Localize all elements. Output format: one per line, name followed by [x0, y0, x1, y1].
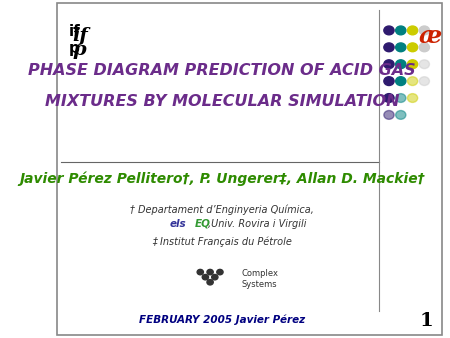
Circle shape [407, 60, 418, 69]
Circle shape [407, 77, 418, 86]
Circle shape [396, 111, 406, 119]
Text: æ: æ [418, 24, 442, 48]
Circle shape [384, 77, 394, 86]
Circle shape [384, 43, 394, 52]
Circle shape [396, 77, 406, 86]
Circle shape [396, 94, 406, 102]
Circle shape [384, 94, 394, 102]
Circle shape [212, 274, 218, 280]
Circle shape [419, 77, 429, 86]
Circle shape [384, 26, 394, 35]
Text: ‡ Institut Français du Pétrole: ‡ Institut Français du Pétrole [152, 236, 292, 247]
Text: ,Univ. Rovira i Virgili: ,Univ. Rovira i Virgili [208, 219, 306, 229]
Text: PHASE DIAGRAM PREDICTION OF ACID GAS: PHASE DIAGRAM PREDICTION OF ACID GAS [28, 64, 416, 78]
Circle shape [197, 269, 203, 275]
Text: Javier Pérez Pellitero†, P. Ungerer‡, Allan D. Mackie†: Javier Pérez Pellitero†, P. Ungerer‡, Al… [19, 172, 425, 186]
Circle shape [207, 280, 213, 285]
Circle shape [202, 274, 208, 280]
Text: † Departament d’Enginyeria Química,: † Departament d’Enginyeria Química, [130, 204, 314, 215]
Text: EQ: EQ [194, 219, 211, 229]
Text: FEBRUARY 2005 Javier Pérez: FEBRUARY 2005 Javier Pérez [139, 314, 305, 325]
Circle shape [217, 269, 223, 275]
Circle shape [207, 269, 213, 275]
Text: Complex
Systems: Complex Systems [242, 269, 279, 289]
Circle shape [396, 60, 406, 69]
Circle shape [407, 94, 418, 102]
Text: if
p: if p [68, 24, 80, 56]
Circle shape [419, 60, 429, 69]
Text: 1: 1 [419, 312, 433, 330]
Text: p: p [72, 41, 86, 58]
Text: if: if [72, 27, 88, 45]
Circle shape [419, 43, 429, 52]
Text: MIXTURES BY MOLECULAR SIMULATION: MIXTURES BY MOLECULAR SIMULATION [45, 94, 399, 109]
Circle shape [407, 26, 418, 35]
Circle shape [396, 43, 406, 52]
Circle shape [407, 43, 418, 52]
Circle shape [384, 111, 394, 119]
Circle shape [419, 26, 429, 35]
Circle shape [384, 60, 394, 69]
Text: els: els [170, 219, 186, 229]
Circle shape [396, 26, 406, 35]
